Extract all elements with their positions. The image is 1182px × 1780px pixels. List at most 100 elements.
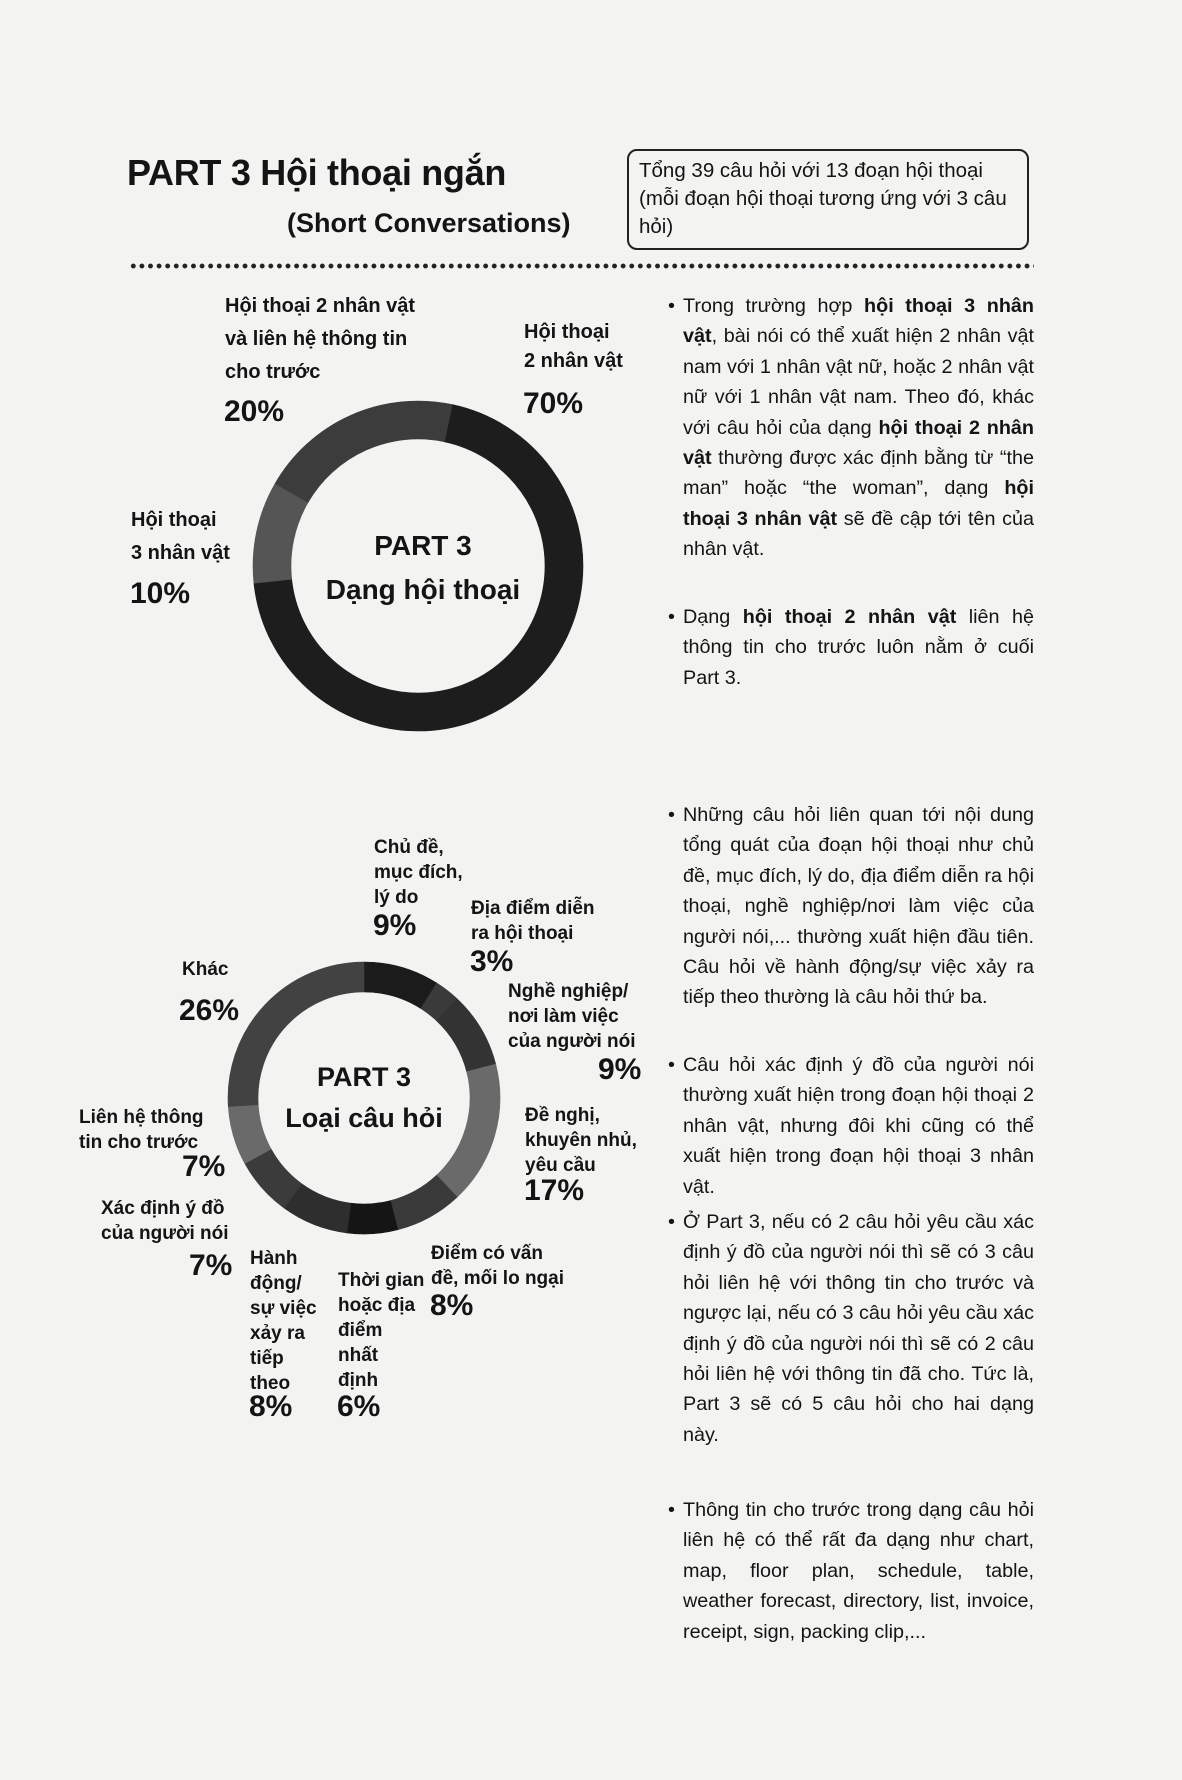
- label-line: của người nói: [508, 1031, 636, 1052]
- label-line: theo: [250, 1373, 291, 1394]
- label-line: cho trước: [225, 361, 321, 383]
- text-run: Những câu hỏi liên quan tới nội dung tổn…: [683, 804, 1034, 1009]
- donut-segment: [346, 1200, 399, 1235]
- bullet-icon: •: [668, 295, 675, 317]
- label-line: 2 nhân vật: [524, 350, 623, 372]
- chart2-pct-time: 6%: [337, 1390, 381, 1423]
- bullet-icon: •: [668, 804, 675, 826]
- label-line: mục đích,: [374, 862, 463, 883]
- chart1-center-title: PART 3: [374, 530, 472, 561]
- text-run: Trong trường hợp: [683, 295, 865, 317]
- bullet-icon: •: [668, 1499, 675, 1521]
- chart2-pct-suggest: 17%: [524, 1174, 585, 1207]
- chart2-label-other: Khác: [182, 957, 228, 982]
- bullet-item: • Trong trường hợp hội thoại 3 nhân vật, …: [668, 291, 1034, 565]
- label-line: của người nói: [101, 1223, 229, 1244]
- bullet-item: • Những câu hỏi liên quan tới nội dung tổ…: [668, 800, 1034, 1013]
- chart2-pct-topic: 9%: [373, 909, 417, 942]
- chart2-label-suggest: Đề nghị, khuyên nhủ, yêu cầu: [525, 1103, 637, 1178]
- bullet-icon: •: [668, 606, 675, 628]
- label-line: hoặc địa: [338, 1295, 416, 1316]
- bullet-text: Dạng hội thoại 2 nhân vật liên hệ thông …: [683, 602, 1034, 693]
- donut-segment: [253, 404, 584, 732]
- chart2-label-topic: Chủ đề, mục đích, lý do: [374, 835, 463, 910]
- chart1-label-two: Hội thoại 2 nhân vật: [524, 318, 623, 376]
- chart1-pct-two-info: 20%: [224, 395, 285, 428]
- text-run: Ở Part 3, nếu có 2 câu hỏi yêu cầu xác đ…: [683, 1211, 1034, 1446]
- label-line: đề, mối lo ngại: [431, 1268, 565, 1289]
- chart2-pct-job: 9%: [598, 1053, 642, 1086]
- bullet-text: Thông tin cho trước trong dạng câu hỏi l…: [683, 1495, 1034, 1647]
- chart2-center-subtitle: Loại câu hỏi: [285, 1103, 443, 1133]
- chart2-label-problem: Điểm có vấn đề, mối lo ngại: [431, 1241, 564, 1291]
- bullet-icon: •: [668, 1054, 675, 1076]
- bullet-item: • Thông tin cho trước trong dạng câu hỏi …: [668, 1495, 1034, 1647]
- chart2-label-intent: Xác định ý đồ của người nói: [101, 1196, 229, 1246]
- label-line: lý do: [374, 887, 419, 908]
- bullet-item: • Ở Part 3, nếu có 2 câu hỏi yêu cầu xác …: [668, 1207, 1034, 1450]
- bullet-text: Câu hỏi xác định ý đồ của người nói thườ…: [683, 1050, 1034, 1202]
- chart2-label-info: Liên hệ thông tin cho trước: [79, 1105, 204, 1155]
- label-line: Hội thoại: [131, 509, 217, 531]
- label-line: Hội thoại 2 nhân vật: [225, 295, 416, 317]
- donut-segment: [227, 961, 365, 1107]
- text-run: thường được xác định bằng từ “the man” h…: [683, 447, 1034, 500]
- label-line: nơi làm việc: [508, 1006, 619, 1027]
- chart2-center-title: PART 3: [316, 1062, 411, 1092]
- text-run: liên hệ thông tin cho trước luôn nằm ở c…: [683, 606, 1034, 689]
- chart2-pct-intent: 7%: [189, 1249, 233, 1282]
- label-line: khuyên nhủ,: [525, 1130, 637, 1151]
- page-title: PART 3 Hội thoại ngắn: [127, 152, 507, 193]
- label-line: và liên hệ thông tin: [225, 328, 408, 350]
- label-line: Xác định ý đồ: [101, 1198, 225, 1219]
- label-line: Thời gian: [338, 1270, 425, 1291]
- label-line: Chủ đề,: [374, 837, 444, 858]
- label-line: Đề nghị,: [525, 1105, 600, 1126]
- label-line: tiếp: [250, 1348, 284, 1369]
- page-subtitle: (Short Conversations): [287, 208, 571, 238]
- text-run: sẽ đề cập tới tên của nhân vật.: [683, 507, 1034, 561]
- label-line: động/: [250, 1273, 302, 1294]
- bold-text: hội thoại 2 nhân vật: [683, 416, 1034, 470]
- chart1-label-two-info: Hội thoại 2 nhân vật và liên hệ thông ti…: [225, 290, 415, 389]
- chart2-label-action: Hành động/ sự việc xảy ra tiếp theo: [250, 1246, 317, 1396]
- chart2-pct-other: 26%: [179, 994, 240, 1027]
- label-line: nhất: [338, 1345, 379, 1366]
- label-line: Điểm có vấn: [431, 1243, 543, 1264]
- chart1-pct-three: 10%: [130, 577, 191, 610]
- bold-text: hội thoại 3 nhân vật: [683, 295, 1035, 348]
- bold-text: hội thoại 2 nhân vật: [742, 606, 957, 628]
- label-line: xảy ra: [250, 1323, 305, 1344]
- donut-chart-question-types: [227, 961, 501, 1235]
- label-line: Liên hệ thông: [79, 1107, 204, 1128]
- chart1-label-three: Hội thoại 3 nhân vật: [131, 504, 230, 570]
- label-line: điểm: [338, 1320, 383, 1341]
- dotted-divider: [129, 262, 1034, 270]
- text-run: Câu hỏi xác định ý đồ của người nói thườ…: [683, 1054, 1034, 1198]
- donut-segment: [274, 400, 453, 503]
- text-run: , bài nói có thể xuất hiện 2 nhân vật na…: [683, 325, 1034, 439]
- chart2-pct-place: 3%: [470, 945, 514, 978]
- label-line: 3 nhân vật: [131, 542, 230, 564]
- label-line: Hành: [250, 1248, 298, 1269]
- label-line: Hội thoại: [524, 321, 610, 343]
- bullet-item: • Câu hỏi xác định ý đồ của người nói thư…: [668, 1050, 1034, 1202]
- chart2-pct-problem: 8%: [430, 1289, 474, 1322]
- label-line: định: [338, 1370, 379, 1391]
- chart2-label-job: Nghề nghiệp/ nơi làm việc của người nói: [508, 979, 636, 1054]
- summary-box: Tổng 39 câu hỏi với 13 đoạn hội thoại (m…: [627, 149, 1029, 250]
- chart1-pct-two: 70%: [523, 387, 584, 420]
- label-line: Nghề nghiệp/: [508, 981, 629, 1002]
- label-line: ra hội thoại: [471, 923, 574, 944]
- label-line: Khác: [182, 959, 229, 980]
- chart1-center-subtitle: Dạng hội thoại: [325, 574, 521, 605]
- donut-chart-conversation-types: [252, 400, 584, 732]
- bullet-icon: •: [668, 1211, 675, 1233]
- chart2-pct-info: 7%: [182, 1150, 226, 1183]
- bold-text: hội thoại 3 nhân vật: [683, 477, 1034, 530]
- label-line: yêu cầu: [525, 1155, 596, 1176]
- bullet-text: Trong trường hợp hội thoại 3 nhân vật, b…: [683, 291, 1034, 565]
- chart2-pct-action: 8%: [249, 1390, 293, 1423]
- bullet-text: Ở Part 3, nếu có 2 câu hỏi yêu cầu xác đ…: [683, 1207, 1034, 1450]
